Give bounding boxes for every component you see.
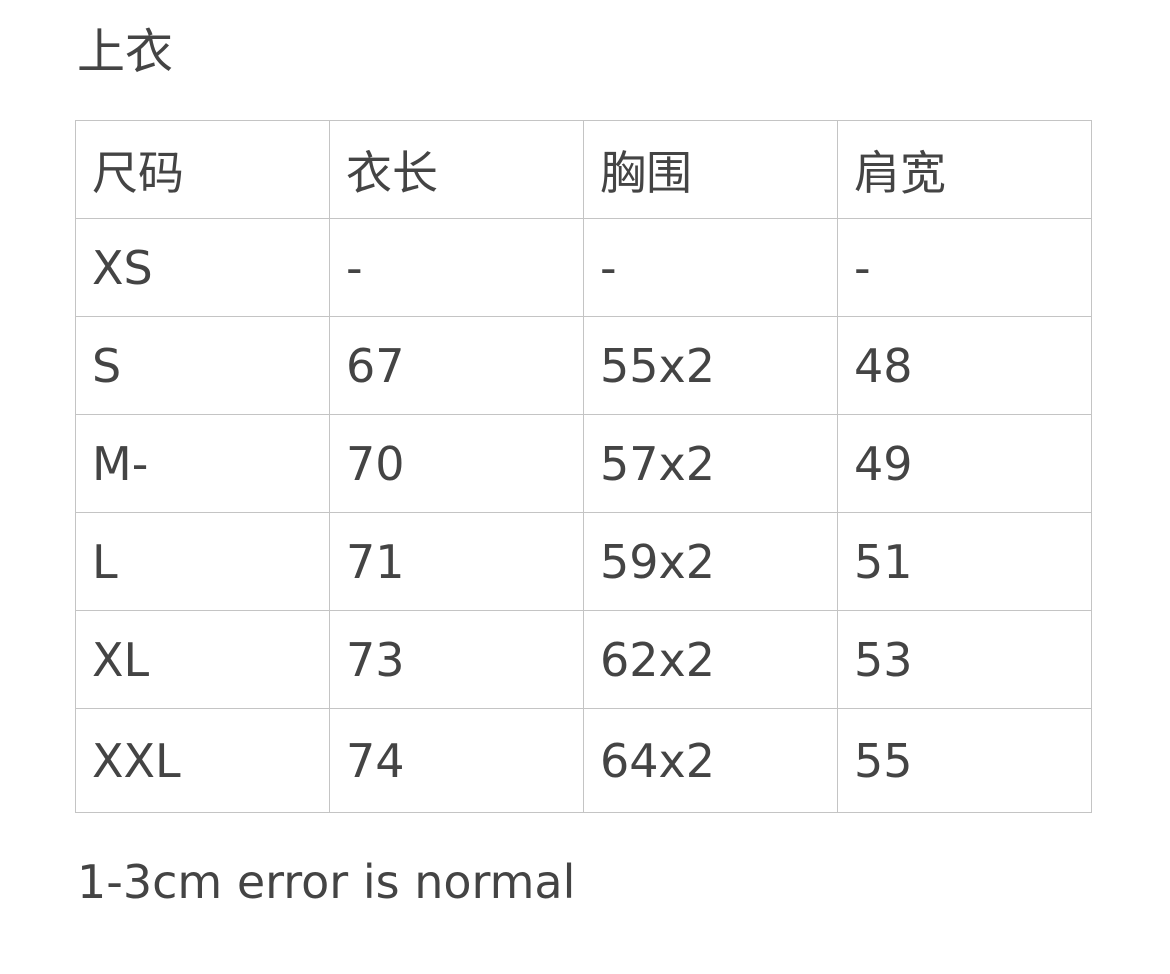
page-title: 上衣 [77, 24, 174, 80]
table-cell: - [329, 218, 584, 317]
table-row: XL 73 62x2 53 [75, 610, 1092, 709]
column-header: 尺码 [75, 120, 330, 219]
table-cell: 51 [837, 512, 1092, 611]
table-cell: 53 [837, 610, 1092, 709]
table-cell: 55x2 [583, 316, 838, 415]
size-table: 尺码 衣长 胸围 肩宽 XS - - - S 67 55x2 48 M- 70 57x2 49 L 71 59x2 5… [75, 120, 1092, 813]
column-header: 胸围 [583, 120, 838, 219]
table-cell: 48 [837, 316, 1092, 415]
table-cell: - [583, 218, 838, 317]
table-row: XXL 74 64x2 55 [75, 708, 1092, 813]
table-cell: 59x2 [583, 512, 838, 611]
table-cell: 64x2 [583, 708, 838, 813]
table-cell: 55 [837, 708, 1092, 813]
column-header: 衣长 [329, 120, 584, 219]
table-row: M- 70 57x2 49 [75, 414, 1092, 513]
table-row: L 71 59x2 51 [75, 512, 1092, 611]
table-cell: 49 [837, 414, 1092, 513]
table-cell: XS [75, 218, 330, 317]
table-cell: - [837, 218, 1092, 317]
table-cell: 70 [329, 414, 584, 513]
table-cell: 71 [329, 512, 584, 611]
table-cell: 62x2 [583, 610, 838, 709]
table-row: XS - - - [75, 218, 1092, 317]
table-cell: 57x2 [583, 414, 838, 513]
table-cell: 74 [329, 708, 584, 813]
table-cell: L [75, 512, 330, 611]
table-cell: 73 [329, 610, 584, 709]
table-cell: XXL [75, 708, 330, 813]
footnote: 1-3cm error is normal [77, 855, 576, 909]
table-cell: XL [75, 610, 330, 709]
table-cell: S [75, 316, 330, 415]
table-header-row: 尺码 衣长 胸围 肩宽 [75, 120, 1092, 219]
table-row: S 67 55x2 48 [75, 316, 1092, 415]
table-cell: 67 [329, 316, 584, 415]
column-header: 肩宽 [837, 120, 1092, 219]
table-cell: M- [75, 414, 330, 513]
